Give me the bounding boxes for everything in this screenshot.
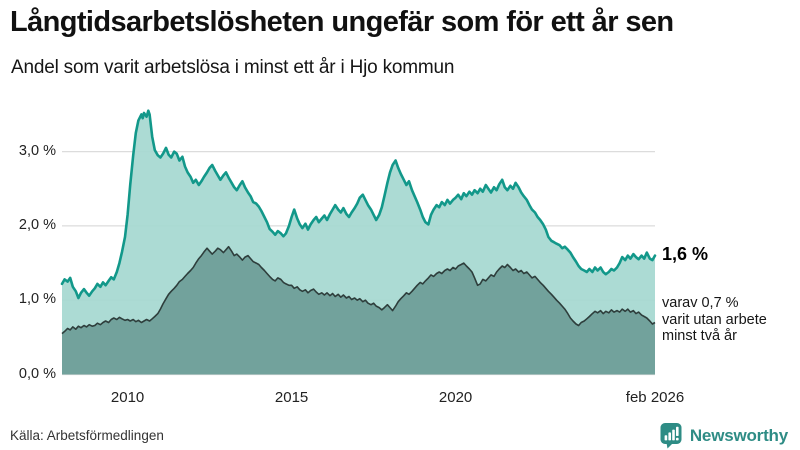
x-axis-label: feb 2026 [625, 389, 685, 406]
chart-subtitle: Andel som varit arbetslösa i minst ett å… [11, 57, 455, 78]
newsworthy-logo-icon [660, 423, 682, 449]
y-axis-label: 3,0 % [18, 142, 56, 159]
y-axis-label: 1,0 % [18, 291, 56, 308]
line-unemployed-1yr [60, 109, 657, 300]
x-axis-label: 2015 [274, 389, 309, 406]
annotation-line-2: varit utan arbete [662, 311, 767, 328]
annotation-line-3: minst två år [662, 328, 737, 344]
y-axis-label: 2,0 % [18, 216, 56, 233]
source-credit: Källa: Arbetsförmedlingen [10, 428, 164, 443]
brand-name: Newsworthy [689, 425, 788, 445]
annotation-line-1: varav 0,7 % [662, 295, 739, 311]
x-axis-label: 2010 [110, 389, 145, 406]
y-axis-label: 0,0 % [18, 365, 56, 382]
area-unemployed-2yr [62, 246, 655, 375]
line-unemployed-2yr [61, 245, 656, 335]
latest-value-label: 1,6 % [662, 244, 709, 264]
page-title: Långtidsarbetslösheten ungefär som för e… [10, 6, 674, 38]
x-axis-label: 2020 [438, 389, 473, 406]
newsworthy-brand: Newsworthy [659, 422, 788, 449]
two-year-annotation: varav 0,7 % varit utan arbete minst två … [662, 295, 800, 345]
